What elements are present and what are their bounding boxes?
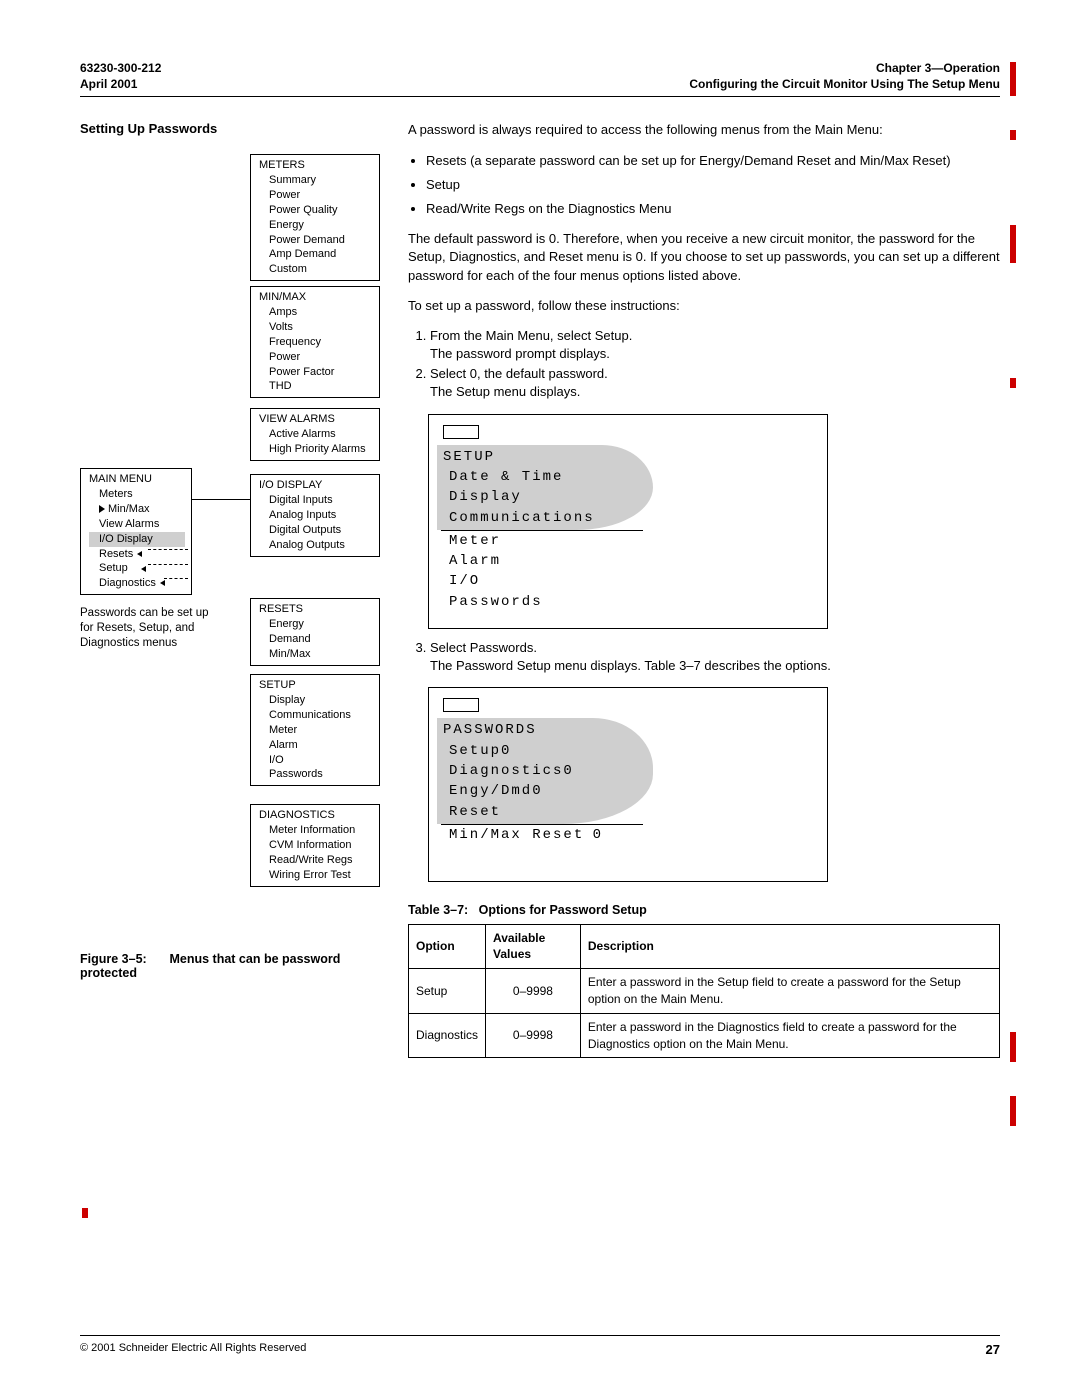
right-column: A password is always required to access …: [408, 121, 1000, 1058]
change-bar: [1010, 62, 1016, 96]
table-caption: Table 3–7: Options for Password Setup: [408, 902, 1000, 920]
lcd-passwords-screen: PASSWORDS Setup0 Diagnostics0 Engy/Dmd R…: [428, 687, 828, 882]
menu-diagram: METERS Summary Power Power Quality Energ…: [80, 154, 380, 944]
copyright: © 2001 Schneider Electric All Rights Res…: [80, 1342, 306, 1357]
doc-date: April 2001: [80, 76, 161, 92]
box-resets: RESETS Energy Demand Min/Max: [250, 598, 380, 665]
arrow-left-icon: [141, 566, 146, 572]
box-io: I/O DISPLAY Digital Inputs Analog Inputs…: [250, 474, 380, 556]
arrow-left-icon: [137, 551, 142, 557]
box-meters: METERS Summary Power Power Quality Energ…: [250, 154, 380, 281]
change-bar: [1010, 1096, 1016, 1126]
section-title: Setting Up Passwords: [80, 121, 380, 136]
page-header: 63230-300-212 April 2001 Chapter 3—Opera…: [80, 60, 1000, 97]
box-main-menu: MAIN MENU Meters Min/Max View Alarms I/O…: [80, 468, 192, 595]
box-setup: SETUP Display Communications Meter Alarm…: [250, 674, 380, 786]
change-bar: [1010, 130, 1016, 140]
box-minmax: MIN/MAX Amps Volts Frequency Power Power…: [250, 286, 380, 398]
box-diagnostics: DIAGNOSTICS Meter Information CVM Inform…: [250, 804, 380, 886]
chapter-subtitle: Configuring the Circuit Monitor Using Th…: [689, 76, 1000, 92]
para-default-pw: The default password is 0. Therefore, wh…: [408, 230, 1000, 285]
change-bar-left: [82, 1208, 88, 1218]
steps-list-cont: Select Passwords.The Password Setup menu…: [408, 639, 1000, 675]
chapter-title: Chapter 3—Operation: [689, 60, 1000, 76]
lcd-setup-screen: SETUP Date & Time Display Communications…: [428, 414, 828, 629]
battery-icon: [443, 698, 479, 712]
options-table: Option Available Values Description Setu…: [408, 924, 1000, 1059]
arrow-right-icon: [99, 505, 105, 513]
para-intro: A password is always required to access …: [408, 121, 1000, 139]
box-alarms: VIEW ALARMS Active Alarms High Priority …: [250, 408, 380, 461]
doc-number: 63230-300-212: [80, 60, 161, 76]
arrow-left-icon: [160, 580, 165, 586]
figure-caption: Figure 3–5: Menus that can be password p…: [80, 952, 380, 980]
diagram-note: Passwords can be set up for Resets, Setu…: [80, 606, 220, 651]
change-bar: [1010, 1032, 1016, 1062]
page-footer: © 2001 Schneider Electric All Rights Res…: [80, 1335, 1000, 1357]
page: 63230-300-212 April 2001 Chapter 3—Opera…: [0, 0, 1080, 1397]
table-row: Diagnostics 0–9998 Enter a password in t…: [409, 1013, 1000, 1058]
battery-icon: [443, 425, 479, 439]
change-bar: [1010, 378, 1016, 388]
bullet-list: Resets (a separate password can be set u…: [408, 152, 1000, 219]
steps-list: From the Main Menu, select Setup.The pas…: [408, 327, 1000, 402]
change-bar: [1010, 225, 1016, 263]
table-row: Setup 0–9998 Enter a password in the Set…: [409, 969, 1000, 1014]
para-instructions: To set up a password, follow these instr…: [408, 297, 1000, 315]
left-column: Setting Up Passwords METERS Summary Powe…: [80, 121, 380, 1058]
page-number: 27: [986, 1342, 1000, 1357]
